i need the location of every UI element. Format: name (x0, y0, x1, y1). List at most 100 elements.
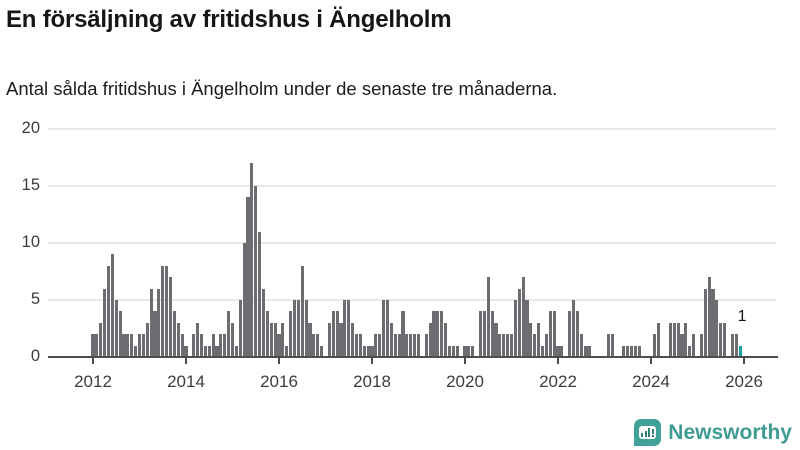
bar (246, 197, 250, 357)
bar (265, 311, 269, 357)
bar (587, 345, 591, 357)
bar (715, 300, 719, 357)
bar (207, 345, 211, 357)
bar (103, 288, 107, 357)
x-axis-tick-label: 2024 (632, 372, 670, 391)
y-axis-tick-label: 10 (21, 233, 40, 251)
bar (684, 322, 688, 357)
bar (416, 334, 421, 357)
bar (401, 311, 405, 357)
bar (242, 243, 246, 357)
bar (409, 334, 413, 357)
bar (723, 322, 727, 357)
bar (568, 311, 572, 357)
chart-subtitle: Antal sålda fritidshus i Ängelholm under… (6, 78, 558, 99)
bar (688, 345, 692, 357)
bar (533, 334, 537, 357)
bar (517, 288, 521, 357)
gridline (48, 299, 776, 301)
newsworthy-logo-text: Newsworthy (668, 420, 792, 444)
bar (571, 300, 576, 357)
bar (560, 345, 564, 357)
bar (471, 345, 475, 357)
bar (548, 311, 552, 357)
bar (327, 322, 331, 357)
x-axis-tick (650, 358, 652, 364)
bar (199, 334, 204, 357)
bar (273, 322, 277, 357)
bar (126, 334, 130, 357)
bar (405, 334, 409, 357)
bar (579, 334, 583, 357)
gridline (48, 242, 776, 244)
bar (413, 334, 417, 357)
x-axis-tick-label: 2012 (74, 372, 112, 391)
bar (467, 345, 471, 357)
bar (110, 254, 114, 357)
bar (234, 345, 238, 357)
bar (168, 277, 173, 357)
bar (215, 345, 219, 357)
bar (269, 322, 273, 357)
bar (432, 311, 436, 357)
bar (308, 322, 312, 357)
bar (397, 334, 401, 357)
bar (668, 322, 672, 357)
bar (633, 345, 638, 357)
x-axis-tick-label: 2014 (167, 372, 205, 391)
x-axis-tick-label: 2026 (725, 372, 763, 391)
bar (141, 334, 145, 357)
last-value-label: 1 (737, 308, 747, 325)
bar (312, 334, 316, 357)
bar (506, 334, 510, 357)
bar (203, 345, 207, 357)
bar (149, 288, 153, 357)
bar (451, 345, 455, 357)
bar (335, 311, 339, 357)
x-axis-tick-label: 2016 (260, 372, 298, 391)
bar (583, 345, 587, 357)
bar (134, 345, 138, 357)
bar (622, 345, 626, 357)
bar (354, 334, 359, 357)
bar (95, 334, 99, 357)
bar (389, 322, 393, 357)
bar (114, 300, 118, 357)
bar (382, 300, 386, 357)
bar (137, 334, 142, 357)
bar (521, 277, 525, 357)
bar (304, 300, 308, 357)
bar (494, 322, 498, 357)
bar (219, 334, 223, 357)
bar (281, 322, 285, 357)
bar (196, 322, 200, 357)
gridline (48, 128, 776, 130)
bar (289, 311, 293, 357)
bar (703, 288, 707, 357)
bar (637, 345, 641, 357)
bar (610, 334, 614, 357)
bar (300, 265, 304, 357)
newsworthy-logo[interactable]: Newsworthy (634, 419, 792, 446)
bar (498, 334, 502, 357)
bar (385, 300, 390, 357)
bar (339, 322, 343, 357)
bar (180, 334, 184, 357)
bar-latest (738, 345, 742, 357)
bar (676, 322, 680, 357)
x-axis-tick (464, 358, 466, 364)
page-title: En försäljning av fritidshus i Ängelholm (6, 6, 452, 33)
bar (106, 265, 111, 357)
bar (486, 277, 490, 357)
newsworthy-logo-icon (634, 419, 662, 446)
bar (436, 311, 440, 357)
x-axis-tick-label: 2022 (539, 372, 577, 391)
x-axis-tick-label: 2018 (353, 372, 391, 391)
bar (223, 334, 227, 357)
x-axis-tick (278, 358, 280, 364)
bar (316, 334, 320, 357)
bar (440, 311, 444, 357)
y-axis-tick-label: 15 (21, 176, 40, 194)
bar (734, 334, 738, 357)
